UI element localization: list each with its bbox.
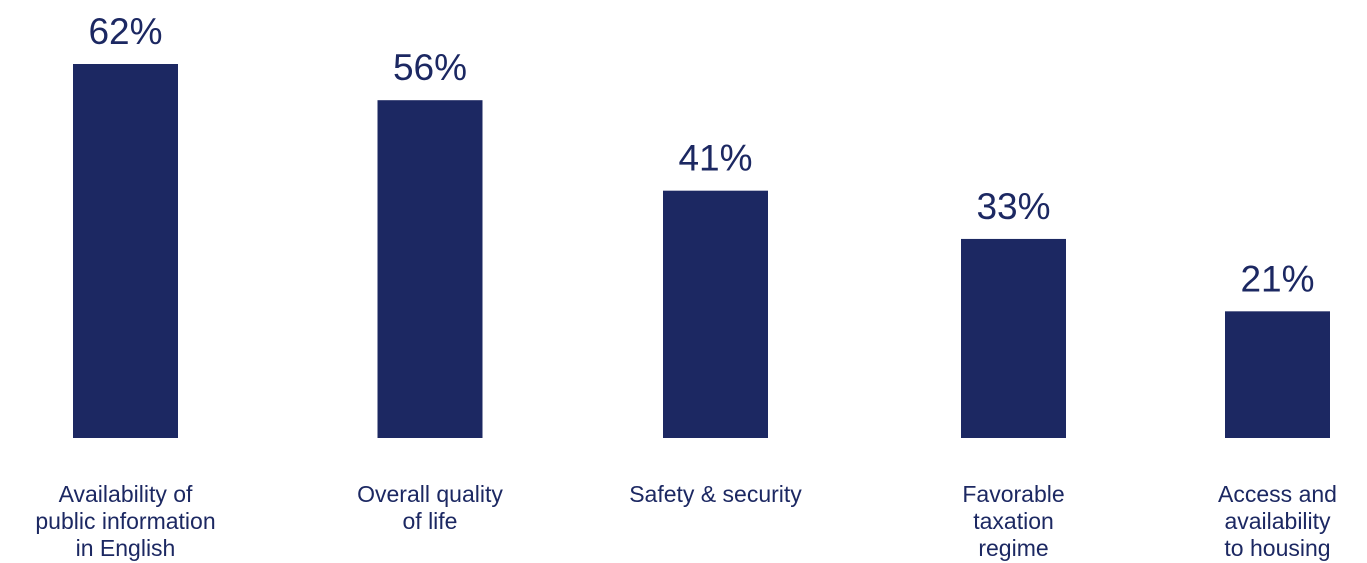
value-label-5: 21% bbox=[1240, 258, 1314, 299]
category-label-line: regime bbox=[978, 535, 1048, 561]
category-label-line: Overall quality bbox=[357, 481, 503, 507]
value-labels-group: 62% 56% 41% 33% 21% bbox=[88, 11, 1314, 299]
bar-4 bbox=[961, 238, 1066, 438]
bar-1 bbox=[73, 64, 178, 438]
value-label-1: 62% bbox=[88, 11, 162, 52]
category-label-line: Access and bbox=[1218, 481, 1337, 507]
bar-3 bbox=[663, 190, 768, 438]
category-label-line: Safety & security bbox=[629, 481, 802, 507]
category-label-4: Favorable taxation regime bbox=[962, 481, 1064, 561]
value-label-3: 41% bbox=[678, 138, 752, 179]
category-label-1: Availability of public information in Engl… bbox=[35, 481, 215, 561]
category-label-2: Overall quality of life bbox=[357, 481, 503, 534]
category-label-line: Availability of bbox=[59, 481, 193, 507]
category-label-line: taxation bbox=[973, 508, 1054, 534]
category-label-3: Safety & security bbox=[629, 481, 802, 507]
category-label-line: to housing bbox=[1224, 535, 1330, 561]
category-label-line: Favorable bbox=[962, 481, 1064, 507]
bar-5 bbox=[1225, 311, 1330, 438]
category-label-line: in English bbox=[76, 535, 176, 561]
value-label-4: 33% bbox=[976, 186, 1050, 227]
bars-group bbox=[73, 64, 1330, 439]
category-label-5: Access and availability to housing bbox=[1218, 481, 1337, 561]
category-label-line: public information bbox=[35, 508, 215, 534]
category-label-line: availability bbox=[1224, 508, 1331, 534]
value-label-2: 56% bbox=[393, 47, 467, 88]
bar-2 bbox=[377, 100, 483, 439]
category-label-line: of life bbox=[403, 508, 458, 534]
category-labels-group: Availability of public information in Engl… bbox=[35, 481, 1337, 561]
